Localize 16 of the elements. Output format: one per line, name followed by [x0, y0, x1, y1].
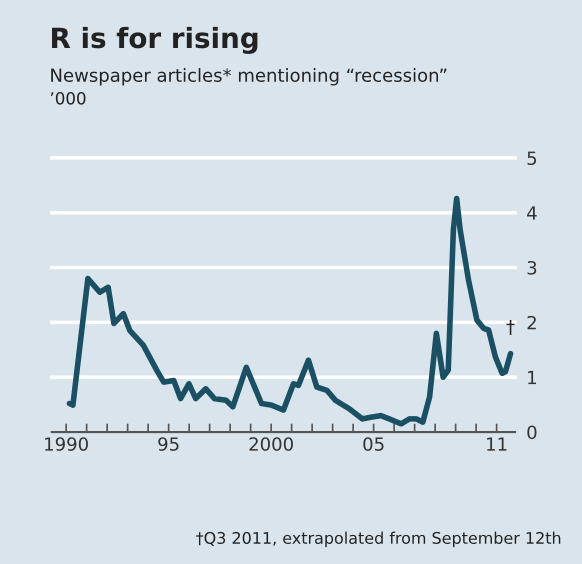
annotation: † — [506, 320, 515, 335]
x-tick-label: 2000 — [249, 437, 293, 451]
y-tick-label: 5 — [528, 152, 536, 166]
chart-title: R is for rising — [52, 26, 258, 54]
text: †Q3 2011, extrapolated from September 12th — [196, 532, 560, 548]
y-tick-label: 2 — [528, 316, 536, 330]
x-tick-label: 05 — [363, 437, 384, 451]
y-tick-label: 0 — [527, 425, 536, 440]
x-tick-label: 1990 — [45, 437, 88, 451]
x-tick-label: 95 — [158, 437, 179, 451]
y-tick-label: 4 — [527, 206, 537, 220]
y-tick-label: 3 — [528, 261, 536, 275]
y-tick-label: 1 — [528, 370, 536, 384]
x-tick-label: 11 — [487, 437, 506, 451]
chart-subtitle: Newspaper articles* mentioning “recession” — [51, 68, 446, 86]
y-axis-title: ’000 — [50, 92, 86, 105]
